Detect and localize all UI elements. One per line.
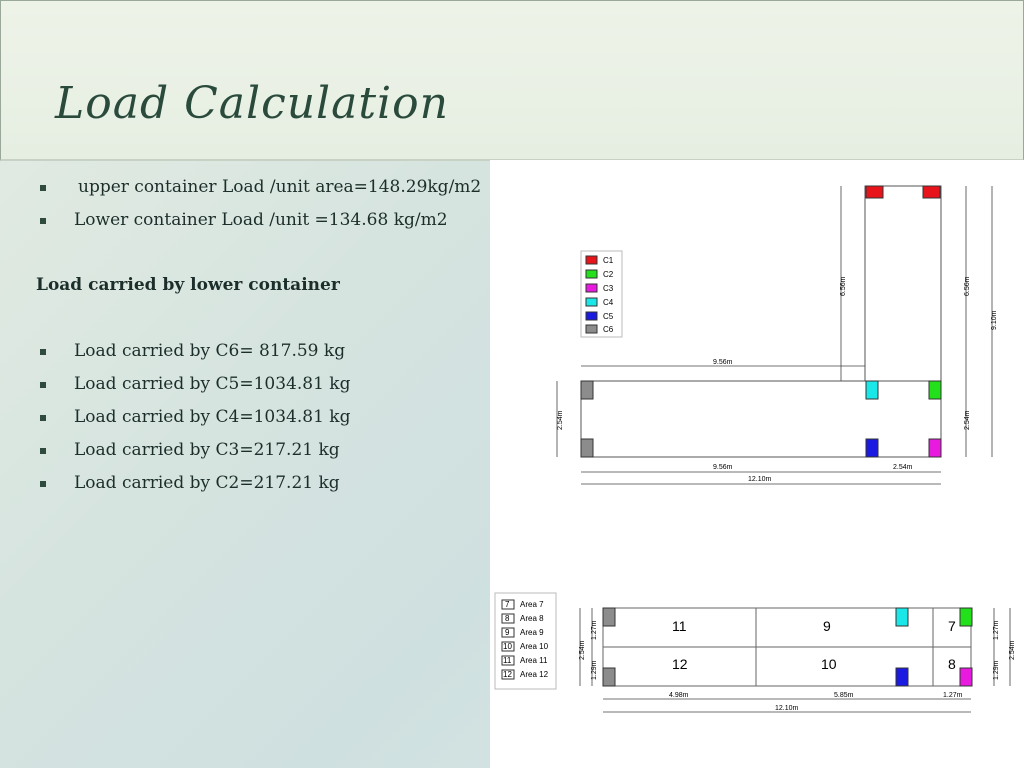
title-banner: [0, 0, 1024, 161]
dim-label: 2.54m: [964, 410, 971, 430]
dim-label: 1.27m: [943, 692, 963, 699]
column-c6: [602, 667, 616, 687]
legend-num: 11: [503, 656, 512, 665]
bullet-text: Load carried by C5=1034.81 kg: [74, 374, 351, 394]
dim-label: 12.10m: [748, 476, 772, 483]
bullet-square-icon: [40, 481, 46, 487]
column-c3: [959, 667, 973, 687]
dim-label: 12.10m: [775, 705, 799, 712]
legend-label: Area 8: [520, 614, 544, 623]
column-c3: [928, 438, 942, 458]
legend-swatch: [585, 297, 598, 307]
legend-num: 12: [503, 670, 512, 679]
column-c4: [865, 380, 879, 400]
bullet-square-icon: [40, 218, 46, 224]
column-c1: [922, 185, 941, 199]
column-c5: [895, 667, 909, 687]
area-number: 7: [948, 618, 956, 634]
legend-swatch: [585, 311, 598, 321]
bullet-text: Load carried by C2=217.21 kg: [74, 473, 340, 493]
slide-title: Load Calculation: [55, 78, 449, 129]
lower-container-outline: [580, 380, 942, 458]
dim-label: 2.54m: [893, 464, 913, 471]
legend-label: C2: [603, 270, 614, 279]
bullet-square-icon: [40, 415, 46, 421]
bullet-square-icon: [40, 185, 46, 191]
dim-label: 9.56m: [713, 359, 733, 366]
dim-label: 1.27m: [591, 620, 598, 640]
area-number: 10: [821, 656, 837, 672]
legend-label: C6: [603, 325, 614, 334]
column-c2: [928, 380, 942, 400]
legend-swatch: [585, 324, 598, 334]
legend-num: 10: [503, 642, 512, 651]
legend-num: 9: [505, 628, 510, 637]
legend-label: Area 9: [520, 628, 544, 637]
area-number: 12: [672, 656, 688, 672]
dim-label: 4.98m: [669, 692, 689, 699]
upper-container-outline: [864, 185, 942, 382]
bullet-text: Load carried by C6= 817.59 kg: [74, 341, 346, 361]
bullet-text: Lower container Load /unit =134.68 kg/m2: [74, 210, 448, 230]
column-c4: [895, 607, 909, 627]
column-c6: [580, 380, 594, 400]
dim-label: 9.56m: [713, 464, 733, 471]
dim-label: 2.54m: [579, 640, 586, 660]
area-number: 11: [672, 618, 687, 634]
bullet-text: Load carried by C4=1034.81 kg: [74, 407, 351, 427]
dim-label: 1.29m: [591, 660, 598, 680]
dim-label: 2.54m: [1009, 640, 1016, 660]
legend-swatch: [585, 255, 598, 265]
dim-label: 2.54m: [557, 410, 564, 430]
drawing-panel: [490, 160, 1024, 768]
bullet-text: upper container Load /unit area=148.29kg…: [78, 177, 482, 197]
column-c6: [580, 438, 594, 458]
legend-label: Area 11: [520, 656, 548, 665]
legend-label: C5: [603, 312, 614, 321]
legend-label: Area 7: [520, 600, 544, 609]
bullet-square-icon: [40, 349, 46, 355]
legend-label: Area 12: [520, 670, 549, 679]
dim-label: 1.29m: [993, 660, 1000, 680]
dim-label: 5.85m: [834, 692, 854, 699]
legend-label: C1: [603, 256, 614, 265]
legend-swatch: [585, 269, 598, 279]
column-c6: [602, 607, 616, 627]
legend-label: C4: [603, 298, 614, 307]
bullet-square-icon: [40, 382, 46, 388]
legend-swatch: [585, 283, 598, 293]
section-heading: Load carried by lower container: [36, 275, 340, 295]
area-number: 9: [823, 618, 831, 634]
column-c2: [959, 607, 973, 627]
bullet-square-icon: [40, 448, 46, 454]
dim-label: 6.56m: [840, 276, 847, 296]
column-c1: [865, 185, 884, 199]
legend-num: 7: [505, 600, 510, 609]
area-number: 8: [948, 656, 956, 672]
column-c5: [865, 438, 879, 458]
column-legend: [580, 250, 623, 338]
dim-label: 6.56m: [964, 276, 971, 296]
legend-label: Area 10: [520, 642, 549, 651]
dim-label: 1.27m: [993, 620, 1000, 640]
dim-label: 9.10m: [991, 310, 998, 330]
legend-num: 8: [505, 614, 510, 623]
bullet-text: Load carried by C3=217.21 kg: [74, 440, 340, 460]
legend-label: C3: [603, 284, 614, 293]
